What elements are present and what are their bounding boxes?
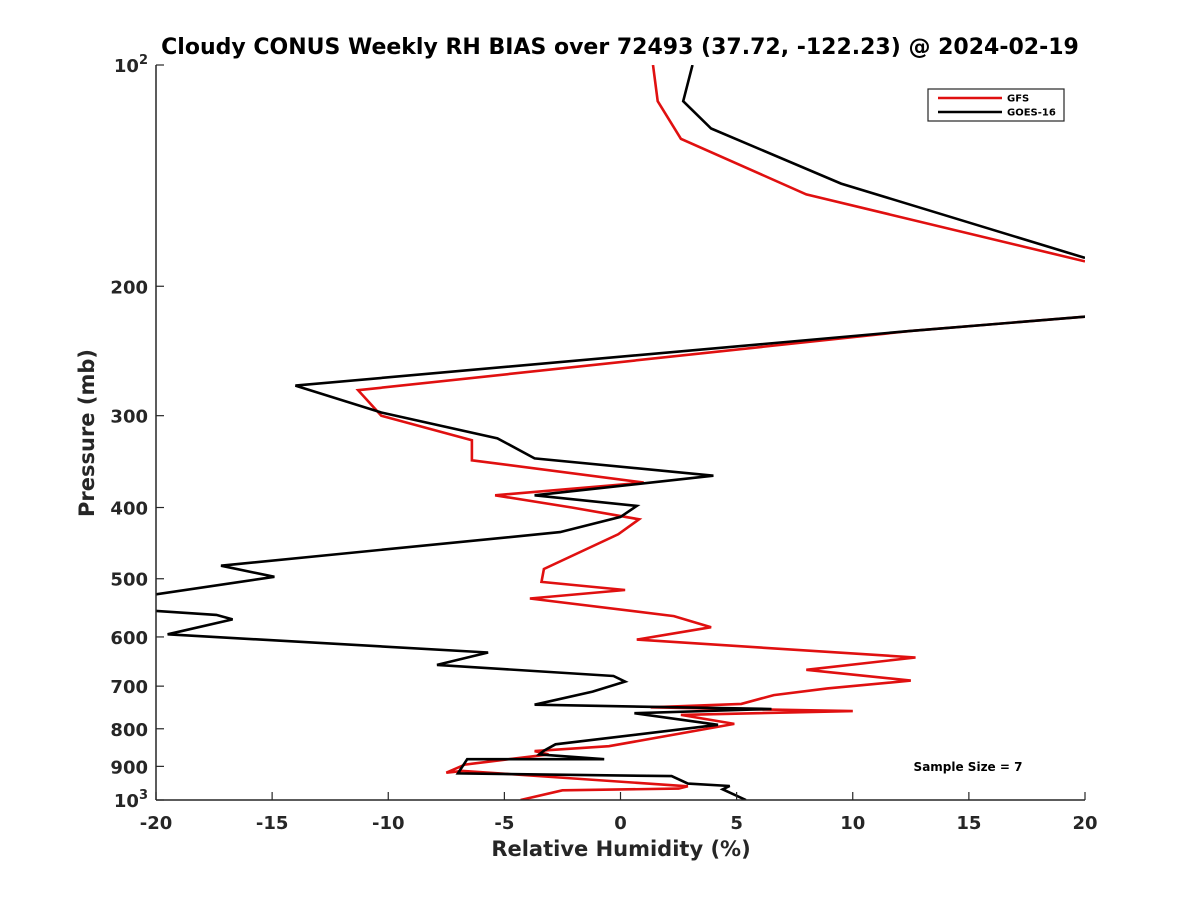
y-tick-label: 500	[110, 570, 148, 591]
x-tick-label: 5	[730, 813, 743, 834]
legend-box	[927, 88, 1065, 122]
series-line-gfs	[355, 65, 1085, 800]
sample-size-annotation: Sample Size = 7	[914, 760, 1023, 774]
x-tick-label: -10	[372, 813, 405, 834]
x-tick-label: 10	[840, 813, 865, 834]
x-tick-label: 20	[1072, 813, 1097, 834]
series-line-goes-16	[156, 65, 1085, 800]
y-tick-label: 102	[114, 53, 148, 77]
x-tick-label: -20	[140, 813, 173, 834]
legend: GFS GOES-16	[927, 88, 1065, 122]
series-layer	[156, 65, 1085, 800]
x-axis-label: Relative Humidity (%)	[491, 837, 750, 861]
y-tick-label: 900	[110, 757, 148, 778]
legend-label-gfs: GFS	[1007, 94, 1029, 105]
x-tick-label: 0	[614, 813, 627, 834]
x-tick-label: -15	[256, 813, 289, 834]
chart-title: Cloudy CONUS Weekly RH BIAS over 72493 (…	[161, 35, 1079, 60]
y-axis-label: Pressure (mb)	[75, 349, 99, 517]
y-tick-label: 600	[110, 628, 148, 649]
y-tick-label: 200	[110, 277, 148, 298]
x-tick-label: 15	[956, 813, 981, 834]
y-tick-label: 300	[110, 407, 148, 428]
y-tick-label: 800	[110, 720, 148, 741]
y-tick-label: 103	[114, 788, 148, 812]
y-tick-label: 700	[110, 677, 148, 698]
y-tick-label: 400	[110, 499, 148, 520]
x-tick-label: -5	[494, 813, 514, 834]
axes-layer: -20 -15 -10 -5 0 5 10 15 20 102 200 300 400 500 600 700…	[110, 53, 1097, 834]
legend-label-goes-16: GOES-16	[1007, 108, 1056, 119]
